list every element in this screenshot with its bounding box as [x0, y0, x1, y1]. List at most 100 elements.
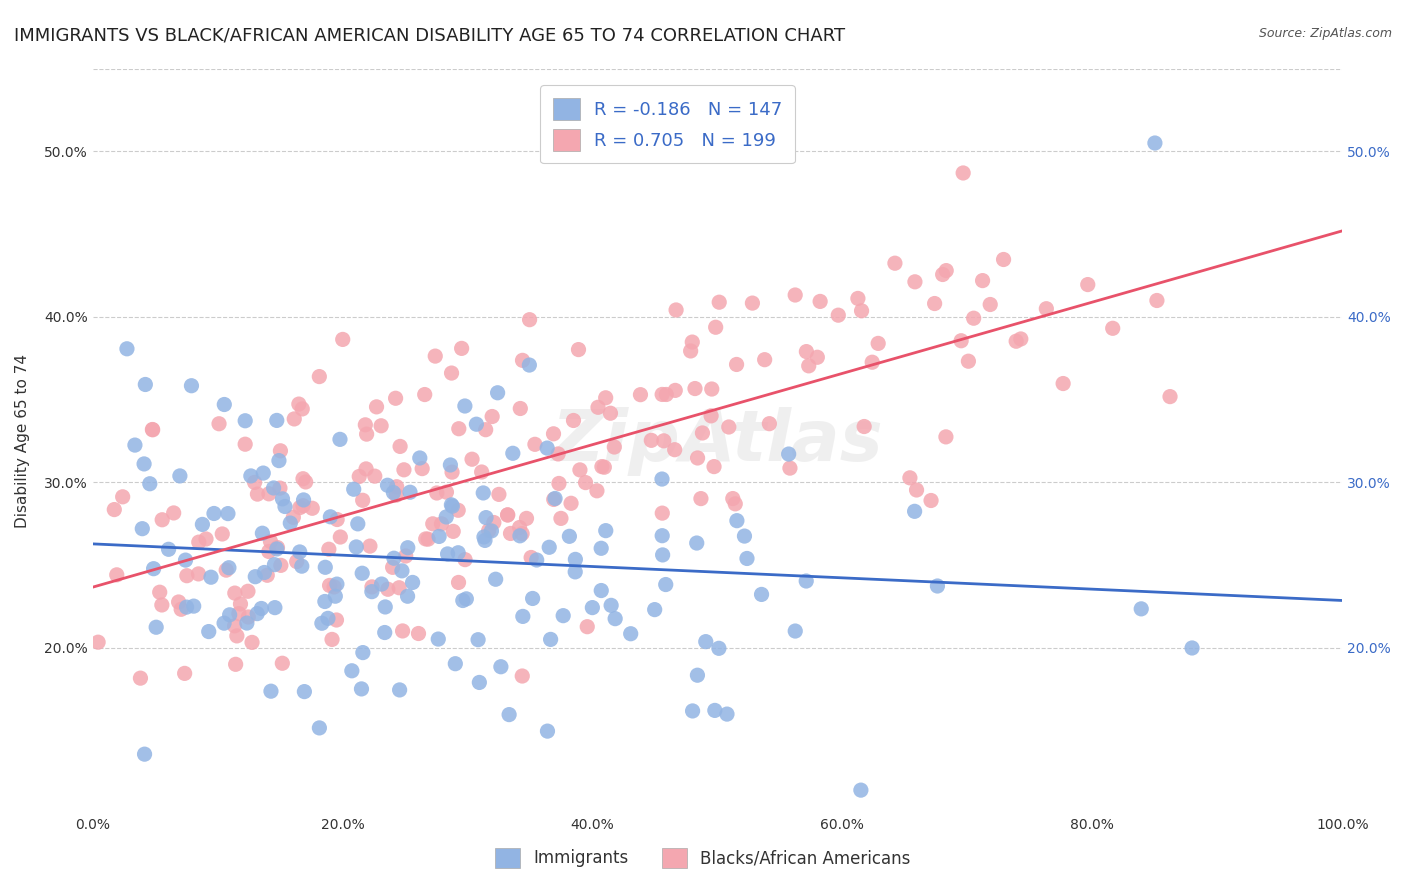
Point	[664, 442, 686, 457]
Point	[145, 620, 167, 634]
Point	[218, 560, 240, 574]
Point	[640, 434, 662, 448]
Point	[169, 469, 191, 483]
Point	[758, 417, 780, 431]
Point	[396, 541, 419, 555]
Point	[972, 274, 994, 288]
Point	[447, 422, 470, 436]
Point	[374, 625, 396, 640]
Point	[543, 492, 565, 507]
Point	[682, 704, 704, 718]
Point	[498, 707, 520, 722]
Point	[475, 510, 498, 524]
Point	[292, 684, 315, 698]
Point	[436, 485, 458, 500]
Point	[285, 555, 308, 569]
Point	[129, 671, 152, 685]
Point	[586, 401, 609, 415]
Point	[560, 496, 582, 510]
Point	[454, 552, 477, 566]
Point	[314, 560, 336, 574]
Point	[724, 497, 747, 511]
Point	[920, 493, 942, 508]
Point	[382, 485, 405, 500]
Point	[1130, 602, 1153, 616]
Point	[195, 532, 218, 546]
Point	[323, 580, 346, 594]
Point	[246, 487, 269, 501]
Point	[536, 441, 558, 455]
Text: IMMIGRANTS VS BLACK/AFRICAN AMERICAN DISABILITY AGE 65 TO 74 CORRELATION CHART: IMMIGRANTS VS BLACK/AFRICAN AMERICAN DIS…	[14, 27, 845, 45]
Point	[326, 512, 349, 526]
Point	[212, 616, 235, 631]
Point	[150, 598, 173, 612]
Point	[654, 577, 676, 591]
Point	[472, 530, 495, 544]
Point	[197, 624, 219, 639]
Point	[377, 582, 399, 597]
Point	[245, 570, 267, 584]
Point	[269, 481, 291, 495]
Point	[267, 453, 290, 467]
Point	[482, 516, 505, 530]
Point	[868, 336, 890, 351]
Point	[346, 516, 368, 531]
Legend: Immigrants, Blacks/African Americans: Immigrants, Blacks/African Americans	[488, 841, 918, 875]
Point	[215, 563, 238, 577]
Point	[665, 303, 688, 318]
Point	[512, 609, 534, 624]
Point	[931, 268, 953, 282]
Point	[567, 343, 589, 357]
Point	[564, 552, 586, 566]
Point	[292, 499, 315, 513]
Point	[1010, 332, 1032, 346]
Point	[548, 476, 571, 491]
Point	[950, 334, 973, 348]
Point	[395, 549, 418, 563]
Point	[278, 516, 301, 530]
Point	[450, 342, 472, 356]
Point	[319, 509, 342, 524]
Point	[236, 615, 259, 630]
Text: ZipAtlas: ZipAtlas	[551, 407, 883, 475]
Point	[488, 487, 510, 501]
Point	[283, 412, 305, 426]
Point	[509, 401, 531, 416]
Point	[211, 527, 233, 541]
Point	[851, 303, 873, 318]
Point	[360, 584, 382, 599]
Point	[391, 624, 413, 638]
Point	[87, 635, 110, 649]
Point	[354, 462, 377, 476]
Point	[343, 482, 366, 496]
Point	[243, 475, 266, 490]
Point	[370, 577, 392, 591]
Point	[288, 500, 311, 515]
Point	[388, 682, 411, 697]
Point	[374, 599, 396, 614]
Point	[550, 511, 572, 525]
Point	[591, 583, 613, 598]
Point	[270, 558, 292, 573]
Point	[326, 577, 349, 591]
Point	[409, 450, 432, 465]
Point	[502, 446, 524, 460]
Point	[370, 418, 392, 433]
Point	[308, 721, 330, 735]
Point	[568, 463, 591, 477]
Point	[292, 492, 315, 507]
Point	[361, 580, 384, 594]
Point	[263, 558, 285, 572]
Point	[225, 629, 247, 643]
Point	[266, 413, 288, 427]
Point	[785, 624, 807, 638]
Point	[191, 517, 214, 532]
Point	[316, 611, 339, 625]
Point	[461, 452, 484, 467]
Point	[846, 292, 869, 306]
Point	[318, 578, 340, 592]
Point	[413, 387, 436, 401]
Point	[134, 747, 156, 761]
Point	[364, 469, 387, 483]
Point	[1143, 136, 1166, 150]
